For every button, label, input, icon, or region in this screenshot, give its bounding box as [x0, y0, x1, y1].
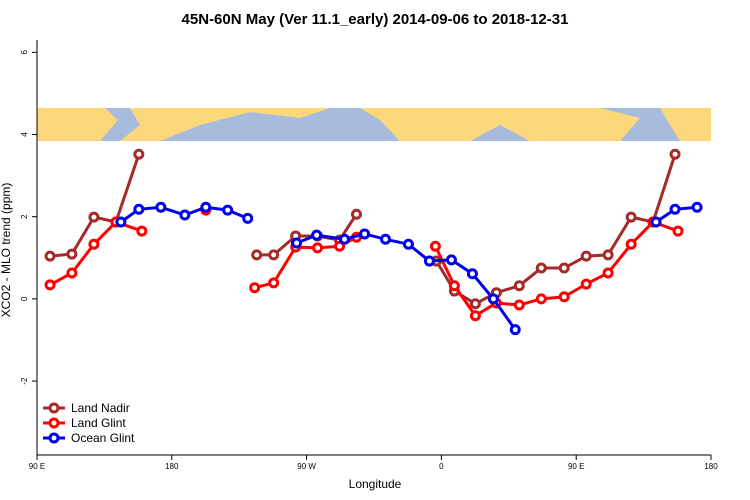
point [338, 233, 350, 245]
point [66, 248, 78, 260]
point [558, 291, 570, 303]
point [133, 148, 145, 160]
point [359, 228, 371, 240]
point [402, 238, 414, 250]
legend-label: Land Glint [71, 416, 126, 430]
point [44, 279, 56, 291]
x-tick-label: 0 [439, 462, 444, 471]
point [513, 280, 525, 292]
x-axis-label: Longitude [349, 477, 402, 491]
point [222, 204, 234, 216]
point [312, 242, 324, 254]
point [669, 148, 681, 160]
point [88, 211, 100, 223]
legend-label: Ocean Glint [71, 431, 135, 445]
point [580, 250, 592, 262]
point [558, 262, 570, 274]
x-tick-label: 180 [704, 462, 718, 471]
point [625, 238, 637, 250]
point [66, 267, 78, 279]
point [448, 280, 460, 292]
point [249, 282, 261, 294]
x-tick-label: 90 E [568, 462, 584, 471]
point [691, 201, 703, 213]
map-strip [37, 108, 711, 141]
point [268, 277, 280, 289]
point [334, 240, 346, 252]
legend-label: Land Nadir [71, 401, 130, 415]
chart-title: 45N-60N May (Ver 11.1_early) 2014-09-06 … [182, 11, 569, 28]
x-tick-label: 90 W [297, 462, 316, 471]
legend-marker [48, 432, 60, 444]
point [429, 240, 441, 252]
point [469, 298, 481, 310]
y-tick-label: 2 [20, 214, 29, 219]
point [513, 299, 525, 311]
point [44, 250, 56, 262]
point [535, 293, 547, 305]
legend-marker [48, 402, 60, 414]
point [487, 293, 499, 305]
y-tick-label: 0 [20, 296, 29, 301]
point [423, 255, 435, 267]
point [469, 310, 481, 322]
point [251, 249, 263, 261]
point [466, 268, 478, 280]
point [580, 278, 592, 290]
point [155, 201, 167, 213]
point [115, 216, 127, 228]
y-axis-label: XCO2 - MLO trend (ppm) [0, 183, 13, 318]
point [445, 254, 457, 266]
point [268, 249, 280, 261]
point [350, 208, 362, 220]
point [380, 233, 392, 245]
point [136, 225, 148, 237]
point [602, 249, 614, 261]
legend-marker [48, 417, 60, 429]
point [242, 212, 254, 224]
point [672, 225, 684, 237]
y-tick-label: -2 [20, 377, 29, 385]
point [291, 237, 303, 249]
point [88, 238, 100, 250]
series-line [435, 153, 677, 306]
x-tick-label: 90 E [29, 462, 45, 471]
point [311, 229, 323, 241]
point [602, 267, 614, 279]
y-tick-label: 6 [20, 50, 29, 55]
point [179, 209, 191, 221]
point [200, 201, 212, 213]
point [535, 262, 547, 274]
point [669, 203, 681, 215]
point [133, 203, 145, 215]
point [625, 211, 637, 223]
y-tick-label: 4 [20, 132, 29, 137]
x-tick-label: 180 [165, 462, 179, 471]
point [650, 216, 662, 228]
point [509, 324, 521, 336]
